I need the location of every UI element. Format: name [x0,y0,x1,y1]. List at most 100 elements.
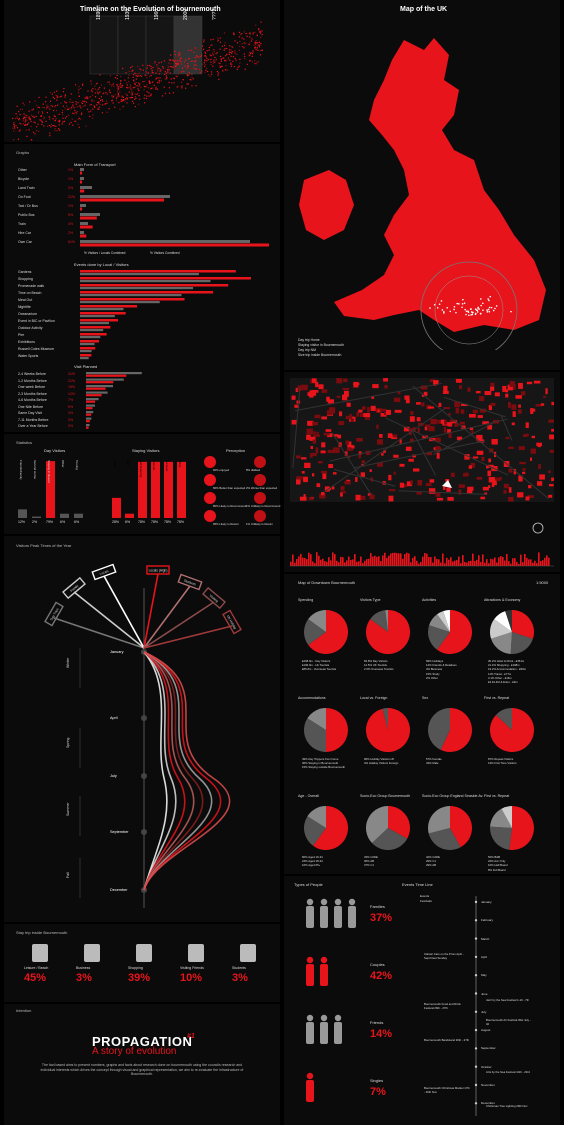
timeline-dot [181,87,183,89]
timeline-dot [107,81,109,83]
skyline-bar [454,560,456,566]
staying-visitor-bar [151,461,160,518]
stay-pct: 39% [128,972,151,984]
building-block [405,446,412,451]
timeline-dot [172,66,174,68]
transport-bar-grey [80,195,170,198]
person-head [334,898,342,906]
building-block [518,446,525,450]
timeline-month-label: April [481,954,488,959]
visitor-dot [489,295,492,298]
timeline-dot [171,66,173,68]
timeline-dot [129,87,131,89]
timeline-dot [57,120,59,122]
pie-legend-item: 15% Study [426,671,440,676]
timeline-dot [77,102,79,104]
timeline-dot [116,83,118,86]
timeline-dot [143,97,145,99]
timeline-dot [162,67,164,69]
building-block [291,419,297,425]
skyline-bar [504,560,506,566]
planned-bar-grey [86,385,113,388]
skyline-bar [328,557,330,566]
timeline-dot [72,104,74,106]
pie-slice [304,619,326,645]
timeline-dot [222,70,224,72]
timeline-dot [239,45,241,48]
skyline-bar [438,559,440,566]
timeline-dot [198,68,200,71]
timeline-dot [53,115,55,118]
timeline-dot [151,87,153,90]
skyline-bar [482,554,484,566]
skyline-bar [508,561,510,566]
person-body [320,1022,328,1044]
flow-month-label: December [110,888,128,892]
timeline-dot [12,139,15,141]
building-block [307,420,314,426]
events-legend-item: Events [420,894,430,898]
timeline-dot [135,81,137,84]
left-flow-panel [4,536,280,922]
timeline-title: Timeline on the Evolution of bournemouth [80,6,221,13]
timeline-dot [132,102,135,104]
skyline-bar [402,558,404,566]
building-block [490,382,495,387]
building-block [327,399,335,404]
skyline-bar [442,553,444,566]
building-block [321,492,325,496]
timeline-dot [234,53,236,55]
timeline-dot [176,57,178,59]
timeline-dot [119,84,121,86]
timeline-dot [175,63,177,65]
building-block [380,408,387,412]
timeline-dot [186,75,189,77]
pie-title: First vs. Repeat [484,794,510,798]
transport-title: Main Form of Transport [74,162,116,167]
building-icon [84,944,100,962]
timeline-dot [204,52,207,54]
transport-bar-red [80,243,269,247]
events-label: Time on Beach [18,291,42,295]
timeline-dot [181,85,183,87]
building-block [438,402,442,407]
timeline-dot [158,68,160,70]
timeline-year: 1930 [125,8,131,20]
planned-label: One Nite Before [18,404,44,409]
timeline-dot [134,86,136,88]
timeline-dot [49,91,51,94]
timeline-dot [186,74,188,76]
timeline-dot [130,88,132,90]
planned-pct: 21% [68,378,76,383]
timeline-dot [29,101,31,103]
building-block [384,384,388,389]
timeline-dot [46,104,48,106]
timeline-dot [16,105,18,107]
events-bar-red [80,270,236,273]
timeline-dot [248,42,251,44]
transport-label: On Foot [18,195,31,199]
transport-bar-red [80,225,93,229]
timeline-dot [60,95,63,97]
timeline-dot [193,67,195,69]
timeline-dot [57,96,59,98]
timeline-dot [135,97,137,99]
pie-slice [304,718,326,752]
skyline-bar [510,563,512,566]
building-block [489,448,494,453]
building-block [416,491,422,495]
building-block [360,472,366,477]
pie-chart [366,610,410,654]
perception-title: Perception [226,448,246,453]
building-block [384,411,388,416]
timeline-dot [129,84,132,86]
timeline-dot [53,97,56,100]
day-visitor-pct: 79% [46,520,54,524]
building-block [363,413,371,418]
timeline-dot [144,74,146,76]
visitor-dot [433,304,436,306]
timeline-dot [83,101,85,103]
skyline-bar [398,553,400,566]
timeline-dot [79,105,81,107]
timeline-dot [97,92,99,94]
